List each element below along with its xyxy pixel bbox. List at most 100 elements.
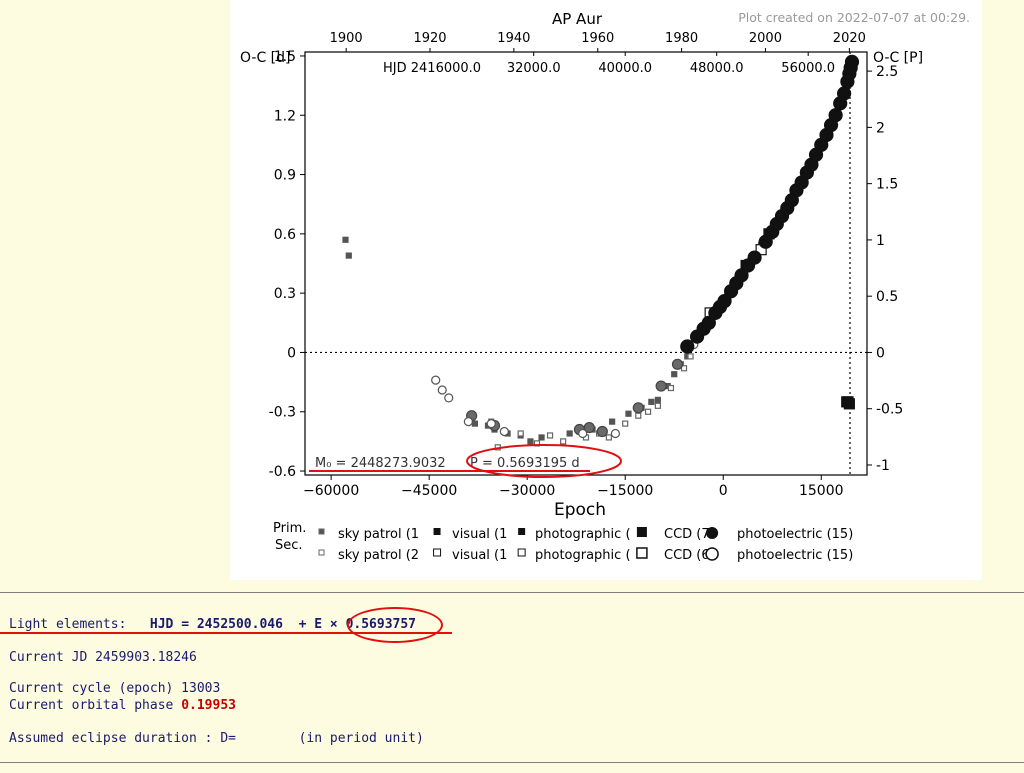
current-phase-value: 0.19953 — [181, 698, 236, 713]
data-point — [342, 236, 349, 243]
data-point — [701, 315, 716, 330]
light-elements-label: Light elements: — [9, 617, 127, 632]
y2-tick-label: 1 — [876, 233, 885, 249]
data-point — [463, 417, 473, 427]
y-tick-label: 1.5 — [274, 49, 296, 65]
x-axis-label: Epoch — [554, 500, 606, 520]
y-tick-label: -0.6 — [269, 464, 296, 480]
light-elements-underline — [0, 632, 452, 634]
legend-prim-marker — [433, 528, 441, 535]
y2-tick-label: 0.5 — [876, 289, 898, 305]
data-point — [734, 268, 749, 283]
y-axis-label-left: O-C [d] — [240, 50, 291, 66]
data-point — [837, 86, 852, 101]
data-point — [687, 353, 694, 360]
y2-tick-label: -0.5 — [876, 402, 903, 418]
legend-sec-item: CCD (6 — [664, 548, 710, 563]
oc-diagram: −60000 −45000 −30000 −15000 0 15000 Epoch -0.6 -… — [240, 10, 923, 563]
legend-sec-label: Sec. — [275, 538, 303, 553]
data-point — [622, 420, 629, 427]
legend-prim-item: photoelectric (15) — [737, 527, 853, 542]
data-point — [605, 434, 612, 441]
hjd-tick-label: 32000.0 — [507, 61, 561, 76]
data-point — [828, 108, 843, 123]
divider-bottom — [0, 762, 1024, 763]
data-point — [654, 402, 661, 409]
y2-tick-label: 2 — [876, 120, 885, 136]
data-point — [444, 393, 454, 403]
legend-sec-marker — [705, 547, 719, 561]
legend-sec-lead-marker — [318, 549, 325, 556]
year-tick-label: 1900 — [330, 31, 363, 46]
year-tick-label: 1980 — [665, 31, 698, 46]
y2-tick-label: 2.5 — [876, 64, 898, 80]
data-point — [566, 430, 573, 437]
light-elements-formula: HJD = 2452500.046 + E × — [149, 617, 346, 632]
year-tick-label: 1940 — [497, 31, 530, 46]
data-point — [486, 419, 496, 429]
data-point — [648, 398, 655, 405]
annotation-period: P = 0.5693195 d — [470, 456, 580, 471]
y-axis-label-right: O-C [P] — [873, 50, 923, 66]
x-tick-label: 15000 — [799, 483, 844, 499]
data-point — [538, 434, 545, 441]
hjd-tick-label: 40000.0 — [598, 61, 652, 76]
legend-prim-item: photographic ( — [535, 527, 631, 542]
plot-panel: Plot created on 2022-07-07 at 00:29. −60… — [230, 0, 982, 580]
data-point — [671, 371, 678, 378]
data-point — [654, 396, 661, 403]
eclipse-duration: Assumed eclipse duration : D= (in period… — [9, 731, 424, 746]
data-point — [758, 234, 773, 249]
legend-prim-item: visual (1 — [452, 527, 507, 542]
data-point — [671, 358, 684, 370]
x-tick-label: −45000 — [401, 483, 457, 499]
current-phase-label: Current orbital phase — [9, 698, 182, 713]
x-tick-label: −60000 — [303, 483, 359, 499]
legend-sec-marker — [433, 548, 442, 557]
legend-prim-lead-marker — [318, 528, 325, 535]
legend-sec-item: photographic ( — [535, 548, 631, 563]
current-phase-row: Current orbital phase 0.19953 — [9, 698, 236, 713]
data-point — [546, 432, 554, 439]
divider-top — [0, 592, 1024, 593]
data-point — [560, 438, 567, 445]
hjd-tick-label: 48000.0 — [690, 61, 744, 76]
data-point — [625, 410, 632, 417]
data-point — [609, 418, 616, 425]
data-point — [667, 384, 675, 392]
hjd-label: HJD 2416000.0 — [383, 61, 481, 76]
data-point — [680, 365, 688, 372]
year-tick-label: 1960 — [581, 31, 614, 46]
data-point — [578, 428, 588, 439]
data-point — [717, 293, 732, 309]
data-point — [644, 408, 652, 415]
data-point — [635, 412, 642, 419]
legend-sec-item: photoelectric (15) — [737, 548, 853, 563]
data-point — [517, 430, 524, 437]
y-tick-label: 0 — [287, 345, 296, 361]
plot-created-note: Plot created on 2022-07-07 at 00:29. — [738, 10, 970, 25]
data-point — [345, 252, 352, 259]
x-tick-label: 0 — [719, 483, 728, 499]
data-point — [431, 375, 441, 385]
legend-prim-item: sky patrol (1 — [338, 527, 419, 542]
year-tick-label: 2000 — [749, 31, 782, 46]
data-point — [680, 339, 695, 354]
hjd-tick-label: 56000.0 — [781, 61, 835, 76]
legend-prim-label: Prim. — [273, 521, 306, 536]
data-point — [499, 426, 509, 437]
data-point — [843, 398, 855, 410]
data-point — [844, 54, 860, 69]
data-point — [655, 380, 667, 392]
data-point — [471, 420, 479, 427]
legend-prim-item: CCD (7 — [664, 527, 710, 542]
y2-tick-label: 1.5 — [876, 177, 898, 193]
y-tick-label: 1.2 — [274, 108, 296, 124]
legend-sec-item: visual (1 — [452, 548, 507, 563]
chart-title: AP Aur — [552, 10, 603, 28]
y2-tick-label: -1 — [876, 458, 890, 474]
legend-prim-marker — [706, 527, 719, 539]
period-highlight-circle — [347, 607, 443, 643]
data-point — [527, 438, 534, 445]
annotation-m0: M₀ = 2448273.9032 — [315, 456, 446, 471]
